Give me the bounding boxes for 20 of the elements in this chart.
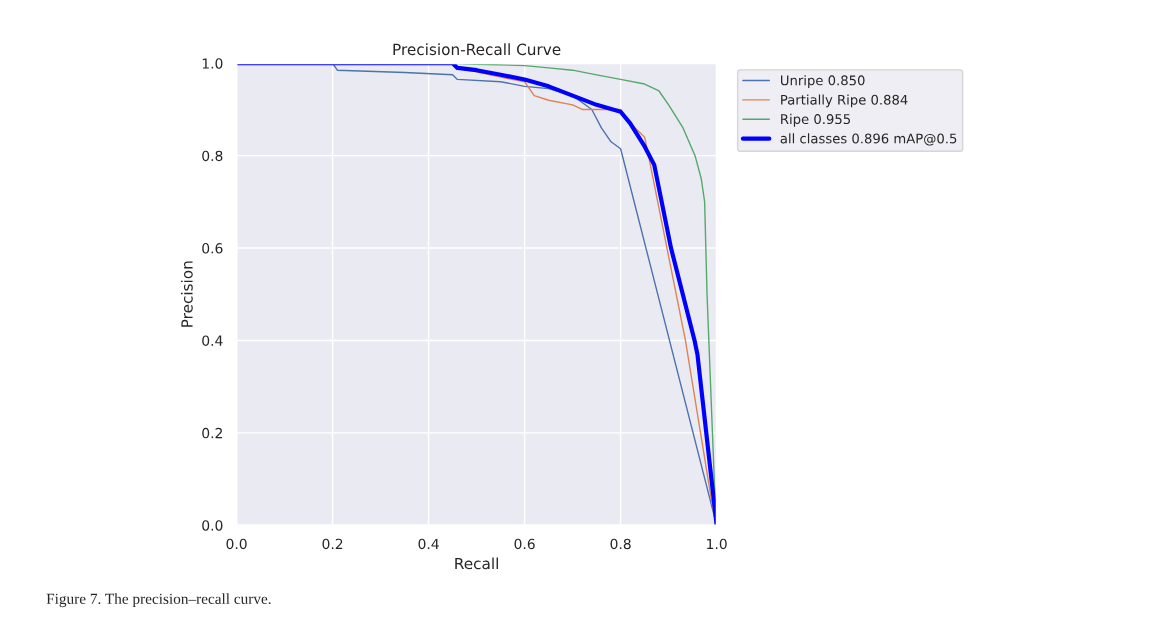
x-tick-label: 1.0 xyxy=(707,538,727,550)
x-tick-label: 0.8 xyxy=(610,538,631,550)
x-axis-title: Recall xyxy=(455,557,498,570)
legend-label: Ripe 0.955 xyxy=(781,113,850,127)
y-axis-title: Precision xyxy=(180,261,193,327)
y-tick-label: 0.8 xyxy=(202,150,223,162)
x-tick-label: 0.0 xyxy=(226,538,247,550)
legend-label: all classes 0.896 mAP@0.5 xyxy=(780,133,957,146)
caption: Figure 7. The precision–recall curve. xyxy=(46,593,271,608)
x-tick-label: 0.6 xyxy=(514,538,535,550)
y-tick-label: 0.0 xyxy=(202,520,223,531)
legend-label: Partially Ripe 0.884 xyxy=(781,94,908,108)
legend-label: Unripe 0.850 xyxy=(781,75,865,88)
chart-title: Precision-Recall Curve xyxy=(393,43,561,56)
x-tick-label: 0.2 xyxy=(322,538,343,550)
y-tick-label: 0.6 xyxy=(202,243,223,254)
y-tick-label: 1.0 xyxy=(202,58,223,69)
y-tick-label: 0.2 xyxy=(202,427,222,439)
x-tick-label: 0.4 xyxy=(418,538,439,550)
y-tick-label: 0.4 xyxy=(202,335,223,346)
